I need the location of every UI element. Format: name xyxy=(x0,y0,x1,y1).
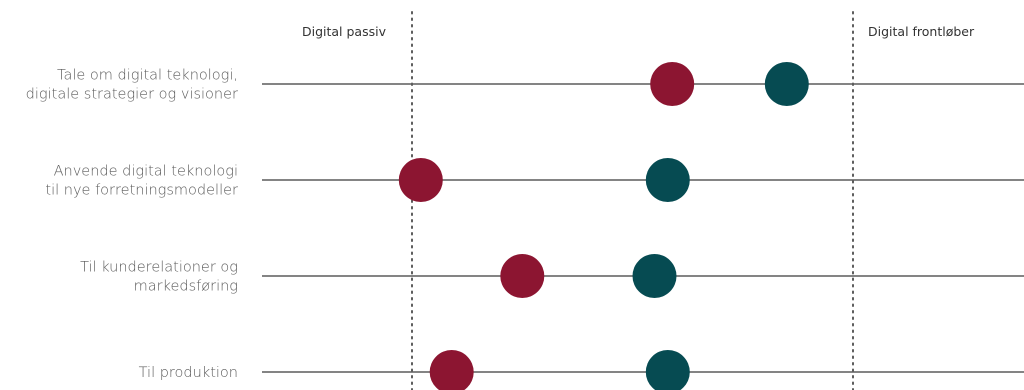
data-point-series-a xyxy=(429,350,474,390)
data-point-series-a xyxy=(650,62,695,106)
data-point-series-a xyxy=(500,254,545,298)
data-point-series-b xyxy=(764,62,809,106)
row-label-line: Til kunderelationer og xyxy=(80,260,238,276)
data-point-series-a xyxy=(398,158,443,202)
row-label-line: Anvende digital teknologi xyxy=(54,164,238,180)
row-label-line: til nye forretningsmodeller xyxy=(45,183,238,199)
row-label-line: digitale strategier og visioner xyxy=(26,87,238,103)
row-label-line: Til produktion xyxy=(139,365,238,381)
data-point-series-b xyxy=(645,350,690,390)
data-point-series-b xyxy=(645,158,690,202)
right-marker-label: Digital frontløber xyxy=(868,24,975,39)
row-label-line: Tale om digital teknologi, xyxy=(57,68,238,84)
left-marker-label: Digital passiv xyxy=(302,24,387,39)
data-point-series-b xyxy=(632,254,677,298)
row-label-line: markedsføring xyxy=(134,279,238,295)
